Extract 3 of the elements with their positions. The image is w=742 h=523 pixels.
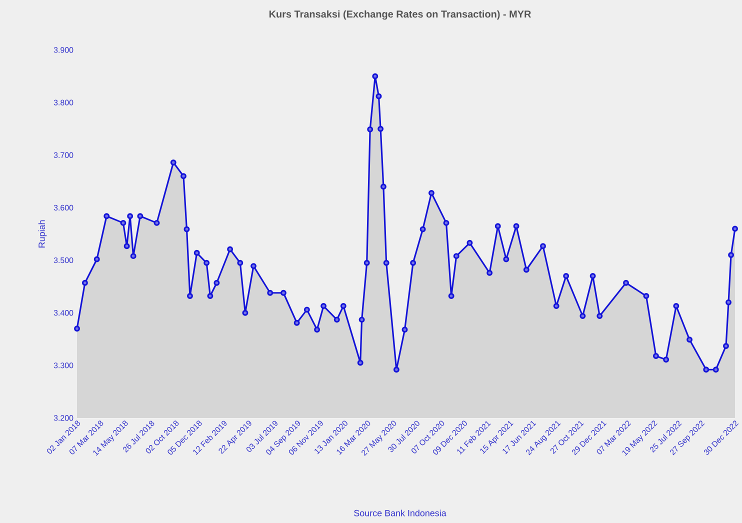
source-note: Source Bank Indonesia bbox=[354, 510, 446, 516]
y-axis-title: Rupiah bbox=[38, 220, 47, 248]
chart-title: Kurs Transaksi (Exchange Rates on Transaction) - MYR bbox=[269, 10, 531, 20]
